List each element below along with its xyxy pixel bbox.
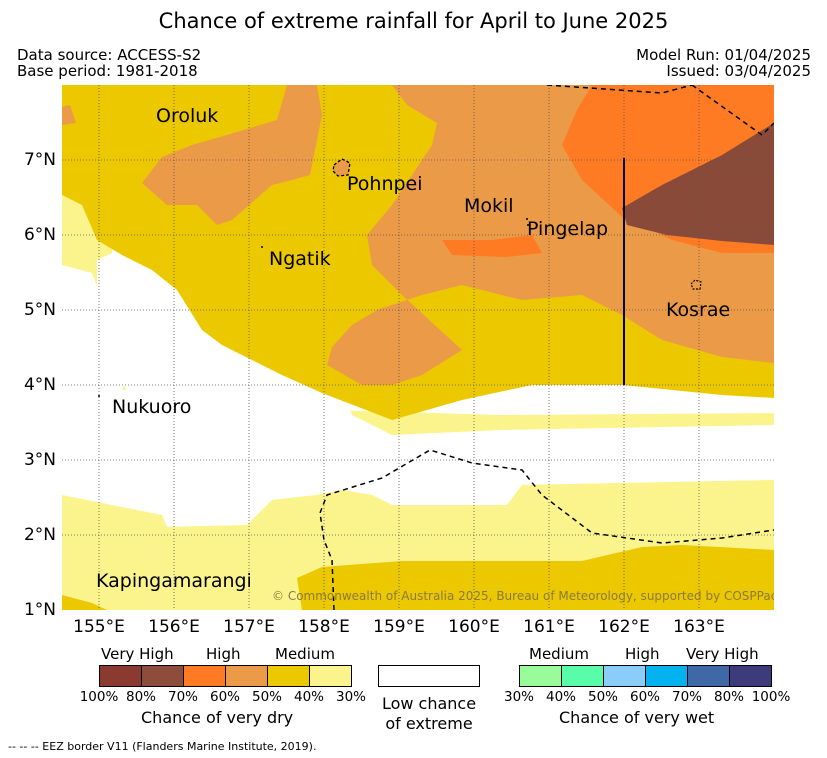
latitude-tick-label: 6°N — [23, 225, 56, 245]
longitude-tick-label: 156°E — [148, 617, 200, 637]
wet-caption: Chance of very wet — [559, 708, 715, 727]
dry-colorbar — [99, 665, 352, 687]
wet-category-very-high: Very High — [686, 645, 759, 663]
colorbar-tick-label: 40% — [293, 689, 324, 705]
low-chance-caption-1: Low chance — [381, 694, 477, 713]
rainfall-map: Oroluk Pohnpei Mokil Pingelap Ngatik Kos… — [62, 85, 774, 610]
latitude-tick-label: 3°N — [23, 450, 56, 470]
colorbar-tick-label: 30% — [503, 689, 534, 705]
latitude-tick-label: 4°N — [23, 375, 56, 395]
low-chance-swatch — [378, 665, 480, 687]
colorbar-tick-label: 50% — [587, 689, 618, 705]
label-mokil: Mokil — [464, 195, 514, 217]
longitude-tick-label: 162°E — [598, 617, 650, 637]
colorbar-tick-label: 80% — [713, 689, 744, 705]
pohnpei-island-icon — [332, 158, 351, 177]
label-ngatik: Ngatik — [269, 248, 331, 270]
wet-swatch — [604, 666, 646, 686]
dry-swatch — [184, 666, 226, 686]
label-kosrae: Kosrae — [666, 299, 730, 321]
wet-swatch — [688, 666, 730, 686]
colorbar-tick-label: 100% — [751, 689, 791, 705]
colorbar-tick-label: 60% — [209, 689, 240, 705]
wet-category-high: High — [625, 645, 660, 663]
dry-category-medium: Medium — [275, 645, 335, 663]
colorbar-tick-label: 30% — [335, 689, 366, 705]
label-oroluk: Oroluk — [156, 105, 218, 127]
label-kapingamarangi: Kapingamarangi — [96, 570, 252, 592]
eez-footer: -- -- -- EEZ border V11 (Flanders Marine… — [8, 740, 317, 753]
latitude-tick-label: 5°N — [23, 300, 56, 320]
longitude-tick-label: 160°E — [448, 617, 500, 637]
wet-category-medium: Medium — [529, 645, 589, 663]
colorbar-tick-label: 50% — [251, 689, 282, 705]
colorbar-tick-label: 60% — [629, 689, 660, 705]
dry-swatch — [268, 666, 310, 686]
colorbar-tick-label: 40% — [545, 689, 576, 705]
map-title: Chance of extreme rainfall for April to … — [158, 9, 669, 33]
region-yellow-bottom — [62, 545, 774, 610]
model-run: Model Run: 01/04/2025 — [636, 46, 811, 64]
region-orange-small — [62, 105, 76, 125]
dry-category-very-high: Very High — [101, 645, 174, 663]
eez-border — [319, 85, 774, 610]
latitude-tick-label: 2°N — [23, 525, 56, 545]
nukuoro-island-icon — [98, 395, 100, 397]
longitude-tick-label: 159°E — [373, 617, 425, 637]
longitude-tick-label: 163°E — [673, 617, 725, 637]
dry-swatch — [142, 666, 184, 686]
label-pingelap: Pingelap — [527, 218, 608, 240]
longitude-tick-label: 161°E — [523, 617, 575, 637]
wet-swatch — [520, 666, 562, 686]
latitude-tick-label: 1°N — [23, 600, 56, 620]
mokil-island-icon — [526, 218, 528, 220]
wet-colorbar — [519, 665, 772, 687]
colorbar-tick-label: 100% — [79, 689, 119, 705]
base-period: Base period: 1981-2018 — [17, 62, 198, 80]
issued-date: Issued: 03/04/2025 — [666, 62, 811, 80]
dry-category-high: High — [206, 645, 241, 663]
data-source: Data source: ACCESS-S2 — [17, 46, 202, 64]
longitude-tick-label: 158°E — [298, 617, 350, 637]
region-brown — [622, 123, 774, 245]
colorbar-tick-label: 80% — [125, 689, 156, 705]
wet-swatch — [730, 666, 771, 686]
wet-swatch — [562, 666, 604, 686]
longitude-tick-label: 155°E — [73, 617, 125, 637]
region-white-center — [62, 265, 774, 527]
copyright-notice: © Commonwealth of Australia 2025, Bureau… — [272, 589, 774, 603]
colorbar-tick-label: 70% — [167, 689, 198, 705]
low-chance-caption-2: of extreme — [385, 714, 473, 733]
label-nukuoro: Nukuoro — [112, 396, 191, 418]
latitude-tick-label: 7°N — [23, 150, 56, 170]
wet-swatch — [646, 666, 688, 686]
dry-caption: Chance of very dry — [141, 708, 294, 727]
dry-swatch — [226, 666, 268, 686]
ngatik-island-icon — [261, 246, 263, 248]
colorbar-tick-label: 70% — [671, 689, 702, 705]
longitude-tick-label: 157°E — [223, 617, 275, 637]
pingelap-island-icon — [527, 224, 529, 226]
label-pohnpei: Pohnpei — [347, 173, 423, 195]
dry-swatch — [310, 666, 351, 686]
kosrae-island-icon — [690, 279, 702, 290]
dry-swatch — [100, 666, 142, 686]
